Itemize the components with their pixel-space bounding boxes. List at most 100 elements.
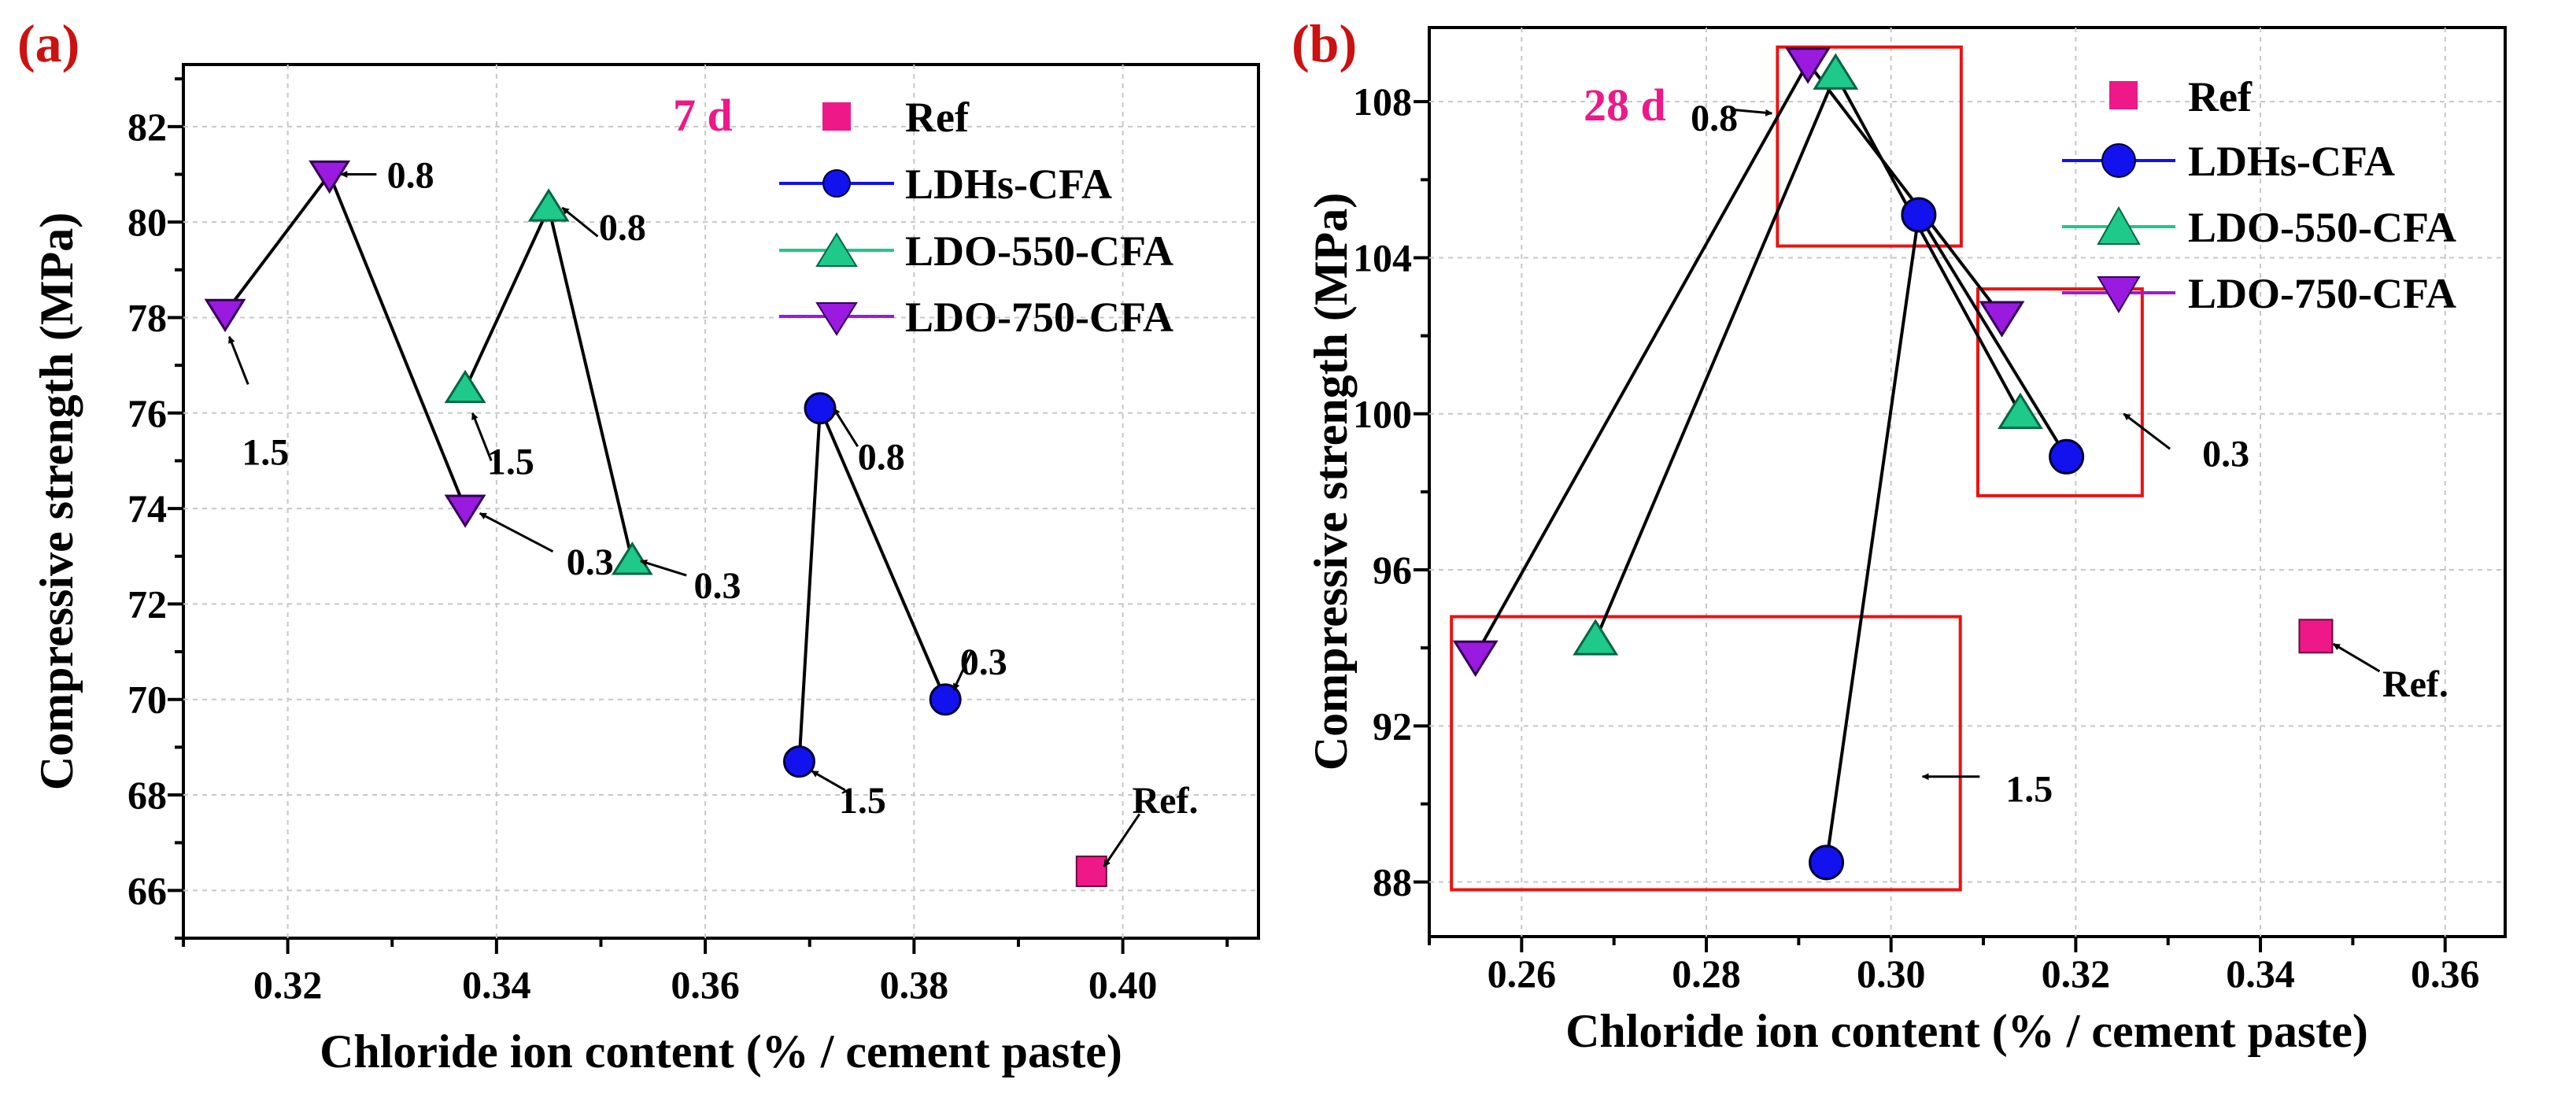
y-tick-label-6: 78 [128, 295, 167, 339]
data-point-ldhs-0 [1809, 845, 1845, 881]
annotation-arrow-4 [479, 512, 554, 553]
data-point-ldo550-1 [527, 188, 570, 222]
grid [183, 65, 1258, 938]
data-point-ldhs-1 [1901, 197, 1937, 233]
legend: Ref LDHs-CFA LDO-550-CFA LDO-750-CFA [2062, 73, 2456, 317]
legend-item-ldo-750-cfa: LDO-750-CFA [779, 294, 1173, 341]
series-line-ldhs [1824, 210, 2068, 863]
legend-ldo750-label: LDO-750-CFA [905, 294, 1173, 341]
x-tick-label-3: 0.32 [2042, 952, 2111, 996]
annotation-arrow-5 [640, 559, 687, 577]
annotation-label-6: 0.8 [858, 436, 905, 478]
y-tick-label-5: 108 [1353, 79, 1412, 124]
data-point-ldo550-2 [611, 541, 653, 575]
legend-item-ldo-750-cfa: LDO-750-CFA [2062, 270, 2456, 317]
annotation-label-5: 0.3 [694, 565, 741, 607]
annotation-arrow-0 [1730, 108, 1773, 116]
annotation-label-4: 0.3 [567, 541, 614, 583]
legend-ldo750-marker [2097, 276, 2141, 313]
legend-ldo750-marker [815, 302, 858, 336]
legend-item-ref: Ref [2109, 73, 2253, 120]
y-tick-label-1: 68 [128, 773, 167, 817]
legend-ldhs-label: LDHs-CFA [905, 161, 1112, 208]
data-markers [204, 160, 1107, 888]
axis-ticks [1414, 100, 2447, 952]
legend-ref-label: Ref [2188, 73, 2253, 120]
series-line-ldo550 [1594, 70, 2022, 641]
annotation-label-9: Ref. [1133, 780, 1199, 822]
age-label: 7 d [673, 90, 733, 141]
x-tick-label-5: 0.36 [2411, 952, 2480, 996]
legend-ref-marker [2109, 81, 2138, 109]
y-tick-label-3: 100 [1353, 392, 1412, 436]
data-point-ldo750-1 [1785, 47, 1831, 84]
annotation-label-1: 1.5 [242, 431, 289, 473]
legend-ldo550-label: LDO-550-CFA [905, 227, 1173, 275]
age-label: 28 d [1584, 79, 1666, 131]
annotation-label-3: Ref. [2382, 663, 2448, 705]
annotation-arrow-6 [832, 407, 859, 448]
annotation-arrow-1 [2123, 412, 2171, 450]
data-point-ldo750-2 [1979, 301, 2025, 338]
x-axis-label: Chloride ion content (% / cement paste) [1565, 1005, 2368, 1057]
highlight-box-2 [1450, 615, 1962, 892]
highlight-boxes [1450, 45, 2144, 892]
annotation-arrow-2 [561, 206, 599, 238]
annotation-label-3: 1.5 [487, 441, 534, 482]
annotations: 0.8 1.5 0.8 1.5 0.3 0.3 0.8 0.3 1.5 Ref. [227, 155, 1199, 867]
y-tick-labels: 66 68 70 72 74 76 78 80 82 [128, 105, 167, 912]
y-tick-labels: 88 92 96 100 104 108 [1353, 79, 1412, 904]
y-axis-label: Compressive strength (MPa) [1305, 193, 1357, 771]
y-tick-label-0: 88 [1373, 860, 1412, 904]
y-tick-label-4: 104 [1353, 235, 1412, 279]
data-point-ldo750-2 [444, 494, 486, 528]
x-tick-labels: 0.32 0.34 0.36 0.38 0.40 [253, 963, 1157, 1007]
legend-ldo550-marker [2097, 205, 2141, 245]
legend-ldhs-marker [822, 169, 851, 198]
y-tick-label-5: 76 [128, 391, 167, 435]
x-tick-label-4: 0.34 [2226, 952, 2295, 996]
data-point-ldhs-1 [804, 392, 837, 425]
y-tick-label-0: 66 [128, 868, 167, 912]
data-point-ldo550-1 [1813, 53, 1859, 90]
legend-ldo550-label: LDO-550-CFA [2188, 204, 2456, 251]
legend: Ref LDHs-CFA LDO-550-CFA LDO-750-CFA [779, 94, 1173, 341]
x-tick-label-4: 0.40 [1088, 963, 1158, 1007]
legend-ldo750-label: LDO-750-CFA [2188, 270, 2456, 317]
legend-item-ldo-550-cfa: LDO-550-CFA [2062, 204, 2456, 251]
data-markers [1452, 47, 2334, 881]
x-tick-label-2: 0.36 [671, 963, 740, 1007]
data-point-ldo550-2 [1998, 392, 2043, 430]
x-tick-label-3: 0.38 [880, 963, 949, 1007]
annotation-arrow-3 [2332, 642, 2381, 673]
annotation-label-8: 1.5 [839, 780, 886, 822]
annotation-label-0: 0.8 [1691, 98, 1738, 139]
data-point-ldhs-2 [2049, 438, 2085, 475]
y-axis-label: Compressive strength (MPa) [31, 213, 83, 790]
highlight-box-0 [1776, 45, 1963, 248]
legend-ref-marker [822, 102, 851, 131]
legend-ldo550-marker [815, 232, 858, 267]
legend-ref-label: Ref [905, 94, 970, 141]
x-tick-label-0: 0.32 [253, 963, 323, 1007]
annotation-label-0: 0.8 [387, 155, 434, 197]
data-point-ldo750-1 [309, 160, 351, 194]
y-tick-label-3: 72 [128, 582, 167, 626]
annotation-arrow-9 [1103, 813, 1141, 867]
legend-ldhs-marker [2101, 143, 2136, 178]
legend-item-ldo-550-cfa: LDO-550-CFA [779, 227, 1173, 275]
legend-item-ldhs-cfa: LDHs-CFA [2062, 138, 2395, 185]
legend-ldhs-label: LDHs-CFA [2188, 138, 2395, 185]
annotation-label-2: 1.5 [2005, 769, 2053, 811]
data-point-ldo550-0 [1573, 619, 1619, 656]
legend-item-ref: Ref [822, 94, 970, 141]
annotations: 0.8 0.3 1.5 Ref. [1691, 98, 2448, 811]
y-tick-label-8: 82 [128, 105, 167, 149]
x-tick-labels: 0.26 0.28 0.30 0.32 0.34 0.36 [1488, 952, 2480, 996]
annotation-arrow-7 [952, 651, 973, 691]
data-point-ldhs-2 [929, 683, 962, 716]
annotation-arrow-3 [471, 412, 493, 461]
panel-label: (a) [17, 13, 79, 73]
